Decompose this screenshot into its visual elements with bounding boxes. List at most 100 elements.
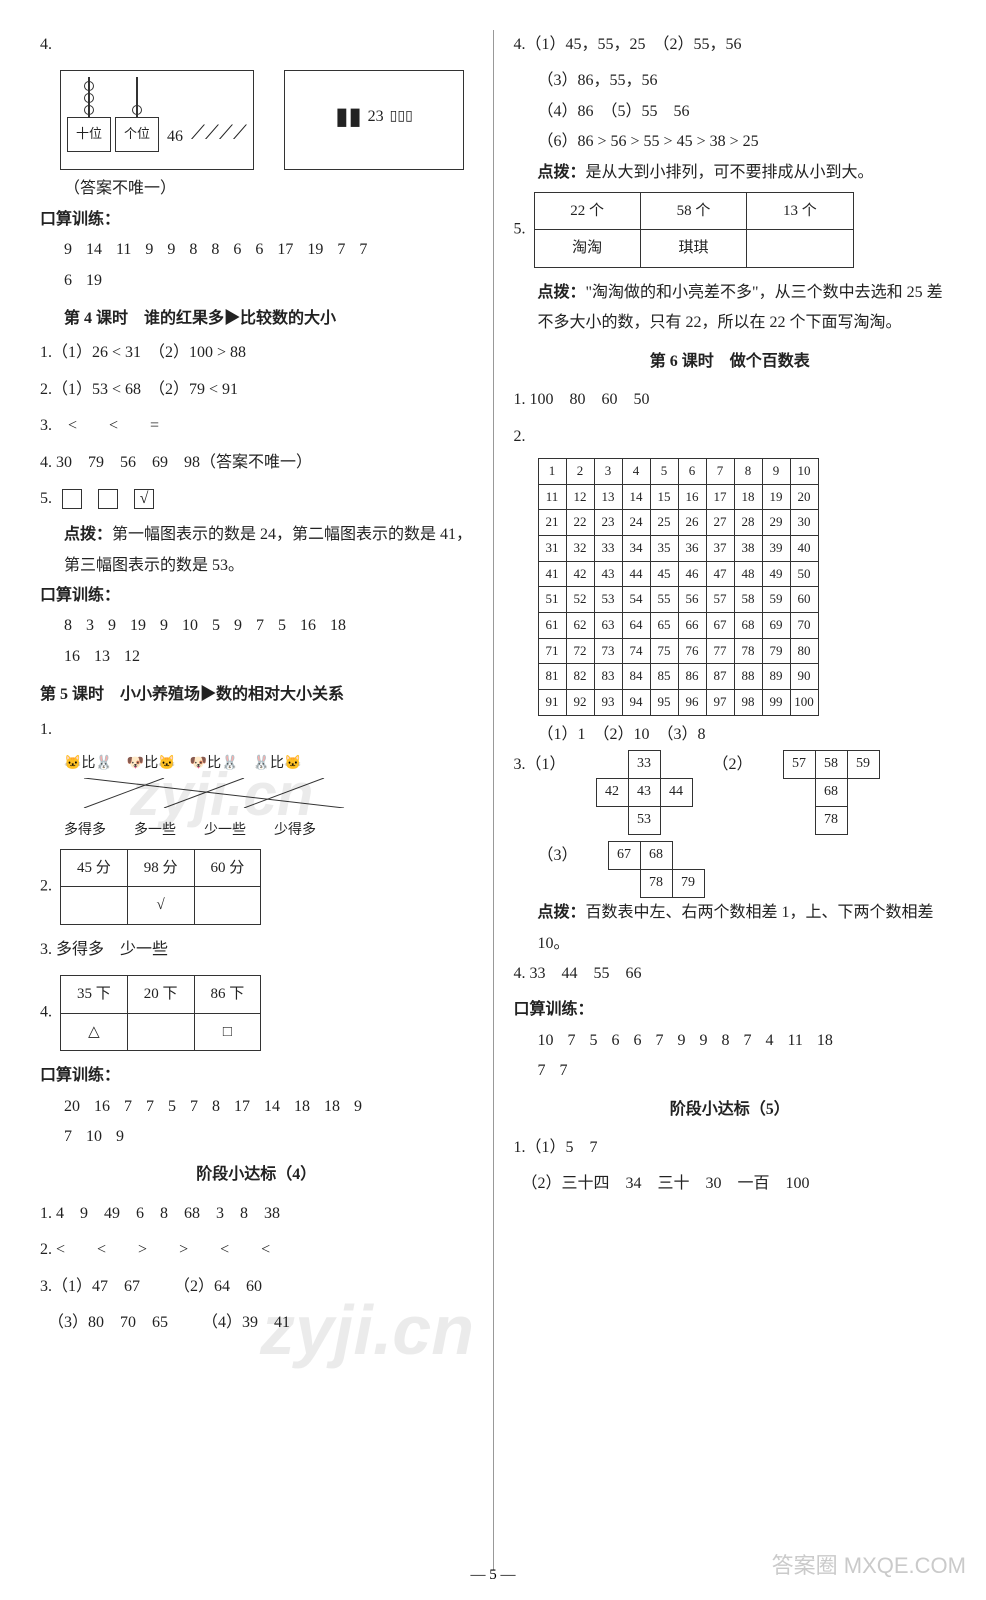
l4-5-note: 点拨：第一幅图表示的数是 24，第二幅图表示的数是 41，第三幅图表示的数是 5…: [40, 520, 473, 581]
r-q4-4: （6）86 > 56 > 55 > 45 > 38 > 25: [514, 127, 947, 157]
hundreds-cell: 5: [650, 458, 678, 484]
hundreds-cell: 78: [734, 638, 762, 664]
l4-4: 4. 30 79 56 69 98（答案不唯一）: [40, 448, 473, 478]
hundreds-cell: 14: [622, 484, 650, 510]
hundreds-cell: 36: [678, 535, 706, 561]
hundreds-cell: 81: [538, 664, 566, 690]
checkbox-1: [62, 489, 82, 509]
hundreds-cell: 94: [622, 690, 650, 716]
kousuan-label-2: 口算训练：: [40, 581, 473, 611]
hundreds-cell: 96: [678, 690, 706, 716]
phase5-title: 阶段小达标（5）: [514, 1095, 947, 1125]
p4-3a: 3.（1）47 67 （2）64 60: [40, 1272, 473, 1302]
fig2-num: 23: [368, 102, 384, 132]
l4-1: 1.（1）26 < 31 （2）100 > 88: [40, 338, 473, 368]
hundreds-cell: 54: [622, 587, 650, 613]
hundreds-cell: 84: [622, 664, 650, 690]
l5-3: 3. 多得多 少一些: [40, 935, 473, 965]
r-q4-note: 点拨：是从大到小排列，可不要排成从小到大。: [514, 158, 947, 188]
hundreds-cell: 74: [622, 638, 650, 664]
corner-watermark: 答案圈 MXQE.COM: [772, 1548, 966, 1580]
hundreds-cell: 65: [650, 613, 678, 639]
hundreds-cell: 12: [566, 484, 594, 510]
hundreds-cell: 37: [706, 535, 734, 561]
hundreds-cell: 38: [734, 535, 762, 561]
hundreds-cell: 2: [566, 458, 594, 484]
hundreds-cell: 25: [650, 510, 678, 536]
figure-abacus: 十位 个位 46 ⟋⟋⟋⟋: [60, 70, 254, 170]
hundreds-cell: 7: [706, 458, 734, 484]
hundreds-cell: 40: [790, 535, 818, 561]
kousuan-label-3: 口算训练：: [40, 1061, 473, 1091]
l6-1: 1. 100 80 60 50: [514, 385, 947, 415]
hundreds-cell: 53: [594, 587, 622, 613]
hundreds-cell: 8: [734, 458, 762, 484]
hundreds-cell: 15: [650, 484, 678, 510]
hundreds-cell: 75: [650, 638, 678, 664]
hundreds-cell: 52: [566, 587, 594, 613]
r-q4-1: 4.（1）45，55，25 （2）55，56: [514, 30, 947, 60]
lesson4-title: 第 4 课时 谁的红果多▶比较数的大小: [64, 304, 473, 334]
hundreds-cell: 72: [566, 638, 594, 664]
fig-note: （答案不唯一）: [40, 174, 473, 204]
hundreds-cell: 6: [678, 458, 706, 484]
kousuan3-row1: 20 16 7 7 5 7 8 17 14 18 18 9: [40, 1092, 473, 1122]
kousuan-label-1: 口算训练：: [40, 205, 473, 235]
kousuan2-row2: 16 13 12: [40, 642, 473, 672]
hundreds-cell: 92: [566, 690, 594, 716]
hundreds-cell: 85: [650, 664, 678, 690]
hundreds-cell: 18: [734, 484, 762, 510]
phase4-title: 阶段小达标（4）: [40, 1160, 473, 1190]
hundreds-cell: 98: [734, 690, 762, 716]
hundreds-cell: 1: [538, 458, 566, 484]
hundreds-cell: 23: [594, 510, 622, 536]
figure-bundles: ▮▮ 23 ▯▯▯: [284, 70, 464, 170]
l5-2: 2. 45 分98 分60 分 √: [40, 845, 473, 929]
r-q5-note: 点拨："淘淘做的和小亮差不多"，从三个数中去选和 25 差不多大小的数，只有 2…: [514, 278, 947, 339]
hundreds-cell: 26: [678, 510, 706, 536]
hundreds-cell: 9: [762, 458, 790, 484]
l6-3: 3.（1） 33 424344 53 （2） 575859 68 78: [514, 750, 947, 835]
r-q4-2: （3）86，55，56: [514, 66, 947, 96]
hundreds-cell: 22: [566, 510, 594, 536]
right-column: 4.（1）45，55，25 （2）55，56 （3）86，55，56 （4）86…: [514, 30, 947, 1570]
hundreds-cell: 3: [594, 458, 622, 484]
l6-2: 2.: [514, 422, 947, 452]
hundreds-cell: 61: [538, 613, 566, 639]
hundreds-cell: 59: [762, 587, 790, 613]
l4-2: 2.（1）53 < 68 （2）79 < 91: [40, 375, 473, 405]
hundreds-cell: 82: [566, 664, 594, 690]
cross1: 33 424344 53: [596, 750, 693, 835]
fig1-num: 46: [167, 122, 183, 152]
hundreds-cell: 68: [734, 613, 762, 639]
hundreds-cell: 19: [762, 484, 790, 510]
hundreds-cell: 4: [622, 458, 650, 484]
hundreds-cell: 30: [790, 510, 818, 536]
hundreds-cell: 70: [790, 613, 818, 639]
r-q5: 5. 22 个58 个13 个 淘淘琪琪: [514, 188, 947, 272]
hundreds-cell: 88: [734, 664, 762, 690]
page-container: 4. 十位 个位 46 ⟋⟋⟋⟋: [0, 0, 986, 1600]
l5-4: 4. 35 下20 下86 下 △□: [40, 971, 473, 1055]
kousuan3-row2: 7 10 9: [40, 1122, 473, 1152]
hundreds-cell: 76: [678, 638, 706, 664]
hundreds-cell: 48: [734, 561, 762, 587]
l6-4: 4. 33 44 55 66: [514, 959, 947, 989]
cross2: 575859 68 78: [783, 750, 880, 835]
hundreds-cell: 46: [678, 561, 706, 587]
hundreds-cell: 35: [650, 535, 678, 561]
hundreds-cell: 33: [594, 535, 622, 561]
cross3: 6768 7879: [608, 841, 705, 898]
hundreds-cell: 28: [734, 510, 762, 536]
q4-label: 4.: [40, 30, 473, 60]
hundreds-cell: 77: [706, 638, 734, 664]
hundreds-table: 1234567891011121314151617181920212223242…: [538, 458, 819, 716]
hundreds-cell: 66: [678, 613, 706, 639]
match-diagram: 🐱比🐰 🐶比🐱 🐶比🐰 🐰比🐱 多得多 多一些 少一些 少得多: [40, 751, 473, 845]
hundreds-cell: 51: [538, 587, 566, 613]
hundreds-cell: 100: [790, 690, 818, 716]
hundreds-cell: 29: [762, 510, 790, 536]
hundreds-cell: 99: [762, 690, 790, 716]
hundreds-cell: 41: [538, 561, 566, 587]
hundreds-cell: 24: [622, 510, 650, 536]
